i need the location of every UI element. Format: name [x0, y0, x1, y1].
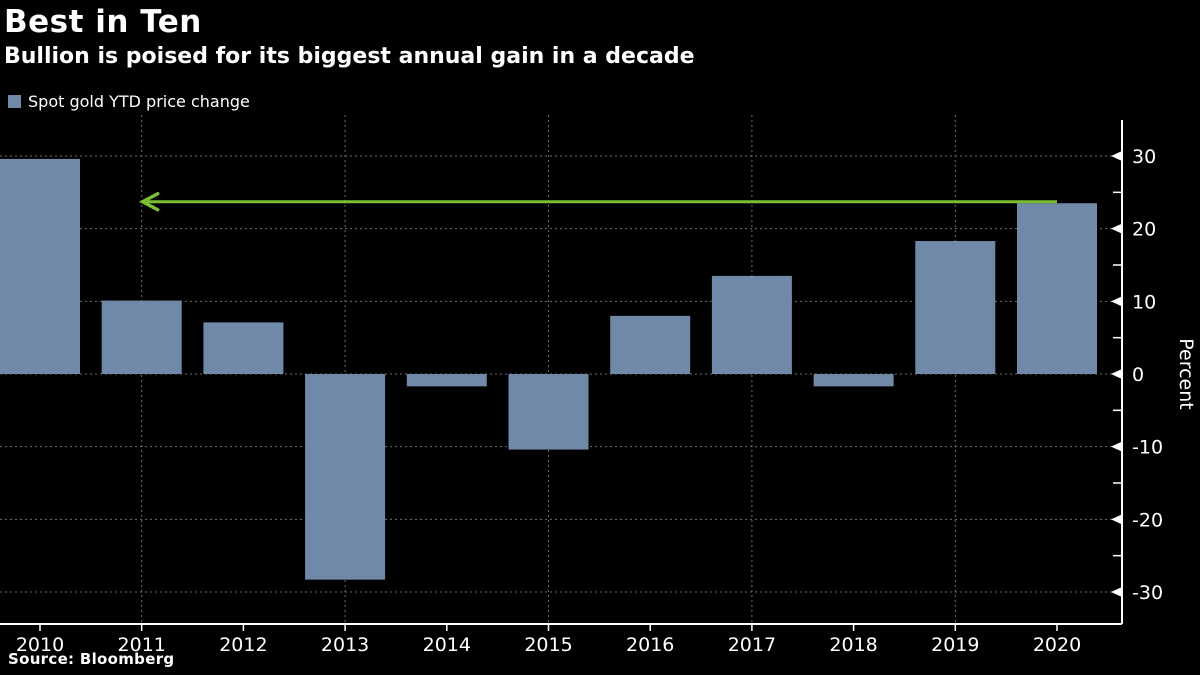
chart-subtitle: Bullion is poised for its biggest annual… [4, 44, 695, 69]
x-tick-label-2016: 2016 [626, 634, 674, 656]
y-major-tick [1111, 296, 1122, 307]
x-tick-label-2019: 2019 [931, 634, 979, 656]
y-major-tick [1111, 150, 1122, 161]
y-tick-label--30: -30 [1132, 582, 1163, 604]
bar-2013 [305, 374, 386, 580]
y-tick-label--10: -10 [1132, 437, 1163, 459]
chart-title: Best in Ten [4, 4, 202, 40]
x-tick-label-2017: 2017 [728, 634, 776, 656]
y-tick-label-0: 0 [1132, 364, 1144, 386]
x-tick-label-2014: 2014 [423, 634, 471, 656]
y-tick-label-10: 10 [1132, 291, 1156, 313]
bar-2017 [711, 275, 792, 374]
annotation-arrowhead-icon [138, 191, 160, 212]
y-major-tick [1111, 441, 1122, 452]
bar-2015 [508, 374, 589, 450]
y-major-tick [1111, 514, 1122, 525]
x-tick-label-2011: 2011 [118, 634, 166, 656]
bar-2019 [915, 241, 996, 374]
legend-label: Spot gold YTD price change [28, 92, 250, 111]
y-major-tick [1111, 223, 1122, 234]
bar-2010 [0, 158, 80, 374]
y-tick-label--20: -20 [1132, 509, 1163, 531]
bar-2016 [610, 315, 691, 374]
legend-swatch-icon [8, 95, 21, 108]
source-credit: Source: Bloomberg [8, 650, 175, 668]
bar-2018 [813, 374, 894, 387]
x-tick-label-2015: 2015 [524, 634, 572, 656]
x-tick-label-2010: 2010 [16, 634, 64, 656]
bar-2014 [406, 374, 487, 387]
y-major-tick [1111, 587, 1122, 598]
y-axis-title: Percent [1175, 338, 1197, 410]
y-tick-label-20: 20 [1132, 219, 1156, 241]
bar-2020 [1017, 203, 1097, 374]
x-tick-label-2018: 2018 [829, 634, 877, 656]
legend: Spot gold YTD price change [8, 92, 250, 111]
y-major-tick [1111, 369, 1122, 379]
y-tick-label-30: 30 [1132, 146, 1156, 168]
x-tick-label-2012: 2012 [219, 634, 267, 656]
bar-2011 [101, 300, 182, 374]
bar-2012 [203, 322, 284, 374]
x-tick-label-2020: 2020 [1033, 634, 1081, 656]
x-tick-label-2013: 2013 [321, 634, 369, 656]
